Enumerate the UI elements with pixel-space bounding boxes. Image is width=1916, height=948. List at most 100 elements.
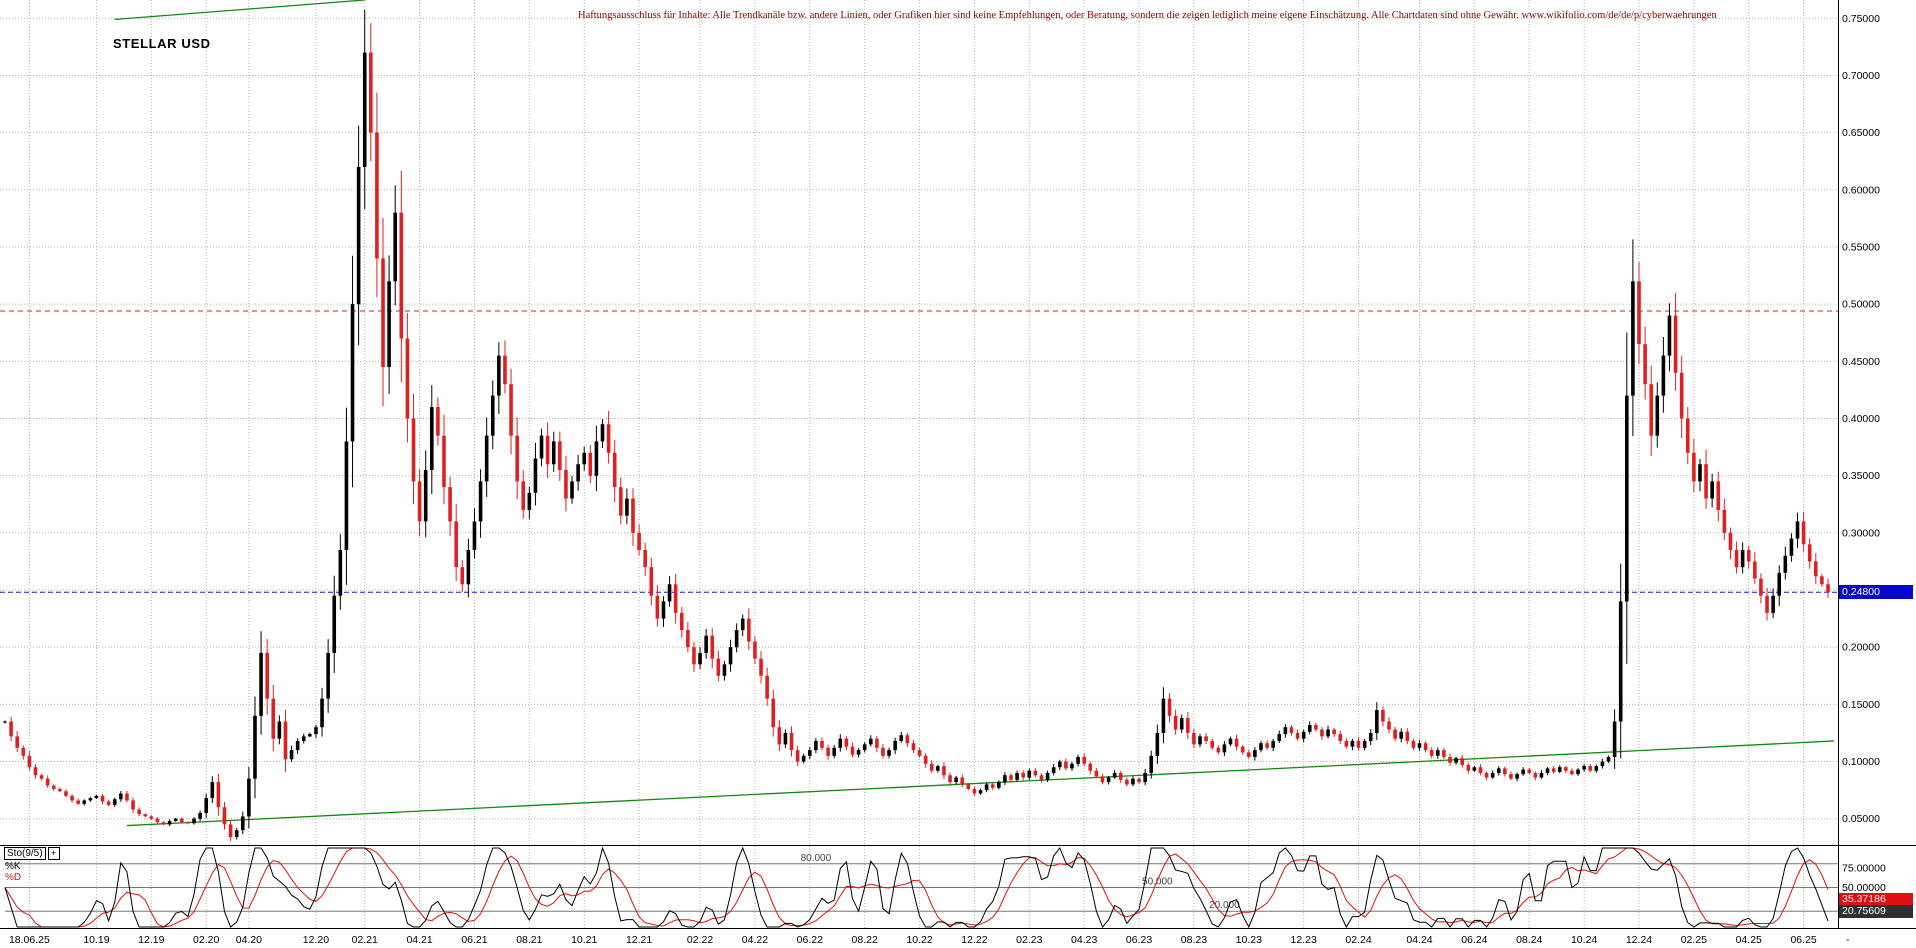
y-axis-label: 0.30000 xyxy=(1842,527,1880,539)
candle-body xyxy=(1320,729,1324,737)
candle-body xyxy=(1106,777,1111,783)
candle-body xyxy=(545,435,550,465)
candle-body xyxy=(655,595,660,619)
x-axis-label: 04.21 xyxy=(406,934,432,946)
add-indicator-button[interactable]: + xyxy=(47,847,60,860)
candle-body xyxy=(1246,752,1251,757)
candle-body xyxy=(436,407,440,436)
candle-body xyxy=(1381,710,1385,722)
candle-body xyxy=(753,641,757,659)
candle-body xyxy=(277,721,282,739)
candle-body xyxy=(1192,732,1196,745)
candle-body xyxy=(826,747,830,756)
candle-body xyxy=(1125,779,1129,785)
candle-body xyxy=(1698,464,1702,482)
candle-body xyxy=(497,355,501,396)
candle-body xyxy=(51,785,56,789)
candle-body xyxy=(210,782,215,799)
candle-body xyxy=(698,652,702,665)
candle-body xyxy=(1222,744,1227,753)
candle-body xyxy=(1618,601,1623,722)
candle-body xyxy=(369,52,373,133)
candle-body xyxy=(1746,549,1751,562)
candle-body xyxy=(795,750,800,762)
candle-body xyxy=(734,630,739,648)
candle-body xyxy=(381,258,385,368)
candle-body xyxy=(1472,767,1477,771)
candle-body xyxy=(679,612,684,631)
candle-body xyxy=(216,782,221,808)
candle-body xyxy=(893,740,897,751)
candle-body xyxy=(576,464,580,482)
candle-body xyxy=(1710,481,1714,499)
candle-body xyxy=(143,814,148,817)
candle-body xyxy=(82,800,87,804)
candle-body xyxy=(990,784,995,788)
candle-body xyxy=(673,584,678,613)
candle-body xyxy=(789,732,794,751)
candle-body xyxy=(503,355,507,385)
candle-body xyxy=(222,807,227,825)
candle-body xyxy=(1161,698,1166,733)
candle-body xyxy=(1564,767,1568,771)
candle-body xyxy=(1350,740,1355,747)
candle-body xyxy=(1423,743,1428,751)
candle-body xyxy=(1045,772,1050,780)
candle-body xyxy=(39,775,44,779)
candle-body xyxy=(984,784,989,791)
candle-body xyxy=(1210,740,1215,748)
candle-body xyxy=(558,441,562,470)
candle-body xyxy=(1612,721,1617,757)
candle-body xyxy=(320,698,324,728)
candle-body xyxy=(387,281,391,368)
candle-body xyxy=(45,778,50,786)
stochastic-indicator-button[interactable]: Sto(9/5) xyxy=(4,847,46,860)
candle-body xyxy=(149,816,154,819)
candle-body xyxy=(1448,756,1452,763)
x-axis-trailing-label: - xyxy=(1846,934,1850,946)
candle-body xyxy=(247,778,251,817)
x-axis-label: 12.20 xyxy=(303,934,329,946)
candle-body xyxy=(814,740,818,751)
candle-body xyxy=(801,755,806,762)
candle-body xyxy=(533,458,538,493)
candle-body xyxy=(186,822,190,824)
x-axis-label: 04.23 xyxy=(1071,934,1097,946)
candle-body xyxy=(1704,464,1708,499)
x-axis-label: 12.23 xyxy=(1291,934,1317,946)
x-axis-label: 06.23 xyxy=(1126,934,1152,946)
candle-body xyxy=(283,721,288,760)
x-axis-label: 02.21 xyxy=(352,934,378,946)
y-axis-label: 0.75000 xyxy=(1842,13,1880,25)
candle-body xyxy=(722,664,727,676)
candle-body xyxy=(1118,772,1123,780)
candle-body xyxy=(1368,732,1373,741)
x-axis-label: 10.23 xyxy=(1236,934,1262,946)
candle-body xyxy=(76,800,80,804)
candle-body xyxy=(1271,740,1275,748)
candle-body xyxy=(490,395,495,436)
candle-body xyxy=(1503,768,1507,775)
candle-body xyxy=(649,567,654,596)
y-axis-label: 0.45000 xyxy=(1842,356,1880,368)
candle-body xyxy=(972,788,977,794)
candle-body xyxy=(155,818,160,823)
y-axis-label: 0.70000 xyxy=(1842,70,1880,82)
y-axis-label: 0.05000 xyxy=(1842,813,1880,825)
candle-body xyxy=(271,698,276,739)
candle-body xyxy=(94,795,99,799)
candle-body xyxy=(1649,384,1653,436)
stochastic-k-value-badge: 20.75609 xyxy=(1839,904,1913,918)
candle-body xyxy=(442,435,446,488)
x-axis-label: 04.22 xyxy=(742,934,768,946)
candle-body xyxy=(1496,768,1501,773)
candle-body xyxy=(167,820,172,825)
candle-body xyxy=(1082,756,1086,764)
candle-body xyxy=(1722,509,1727,533)
candle-body xyxy=(1576,769,1580,775)
k-line-label: %K xyxy=(5,861,21,872)
candle-body xyxy=(838,738,843,748)
resistance-trendline xyxy=(114,0,365,21)
